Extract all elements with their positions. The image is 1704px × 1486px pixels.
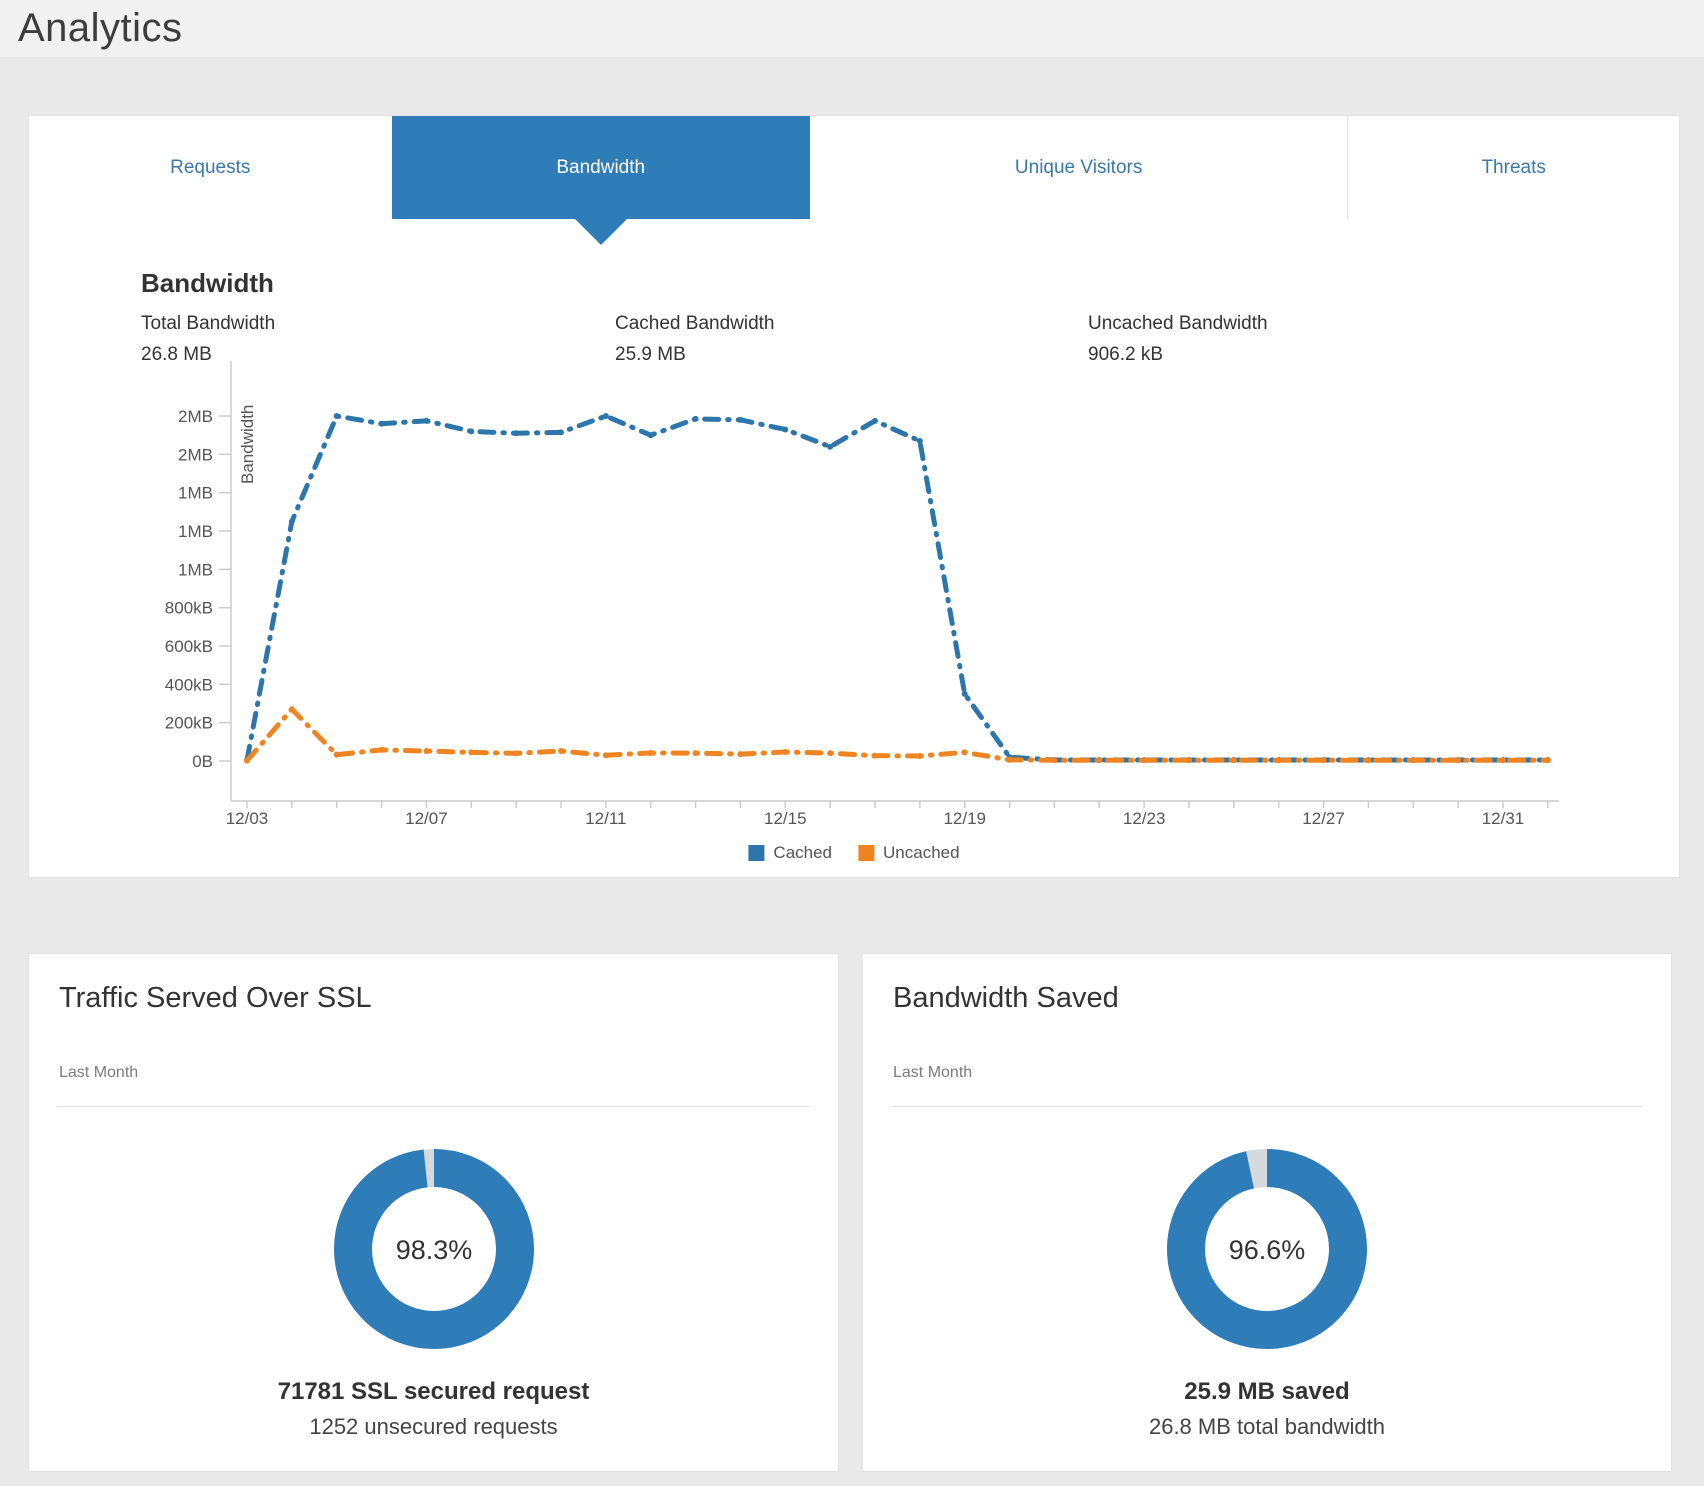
svg-text:1MB: 1MB	[178, 522, 213, 541]
ssl-unsecured-count: 1252 unsecured requests	[309, 1414, 558, 1439]
tab-label: Requests	[170, 156, 251, 178]
svg-text:200kB: 200kB	[165, 714, 213, 733]
svg-text:12/27: 12/27	[1302, 809, 1345, 828]
svg-text:0B: 0B	[192, 752, 213, 771]
svg-text:12/07: 12/07	[405, 809, 448, 828]
ssl-donut-chart: 98.3%	[333, 1149, 534, 1349]
ssl-secured-count: 71781 SSL secured request	[277, 1378, 590, 1405]
svg-text:12/19: 12/19	[943, 809, 986, 828]
tab-bandwidth[interactable]: Bandwidth	[391, 116, 810, 245]
page-title: Analytics	[18, 6, 183, 50]
saved-donut-chart: 96.6%	[1167, 1149, 1367, 1349]
svg-text:1MB: 1MB	[178, 560, 213, 579]
svg-text:600kB: 600kB	[165, 637, 213, 656]
tab-label: Unique Visitors	[1014, 156, 1143, 178]
tab-label: Threats	[1481, 156, 1546, 178]
svg-text:2MB: 2MB	[178, 407, 213, 426]
legend-label: Uncached	[883, 843, 960, 862]
divider	[891, 1106, 1643, 1107]
chart-legend: Cached Uncached	[748, 843, 960, 863]
bandwidth-stat: Uncached Bandwidth 906.2 kB	[1088, 313, 1268, 366]
legend-item-uncached: Uncached	[858, 843, 960, 863]
ssl-card: Traffic Served Over SSL Last Month 98.3%…	[28, 953, 839, 1472]
legend-swatch-icon	[748, 845, 765, 861]
svg-text:12/15: 12/15	[764, 809, 807, 828]
tab-bar: Requests Bandwidth Unique Visitors Threats	[29, 116, 1679, 245]
legend-swatch-icon	[858, 845, 875, 861]
saved-card-title: Bandwidth Saved	[893, 982, 1119, 1014]
page-header: Analytics	[0, 0, 1704, 57]
stat-label: Cached Bandwidth	[615, 313, 775, 334]
saved-card-period: Last Month	[893, 1064, 973, 1081]
svg-text:400kB: 400kB	[165, 675, 213, 694]
ssl-card-period: Last Month	[59, 1064, 139, 1081]
stat-value: 906.2 kB	[1088, 344, 1163, 365]
svg-text:1MB: 1MB	[178, 484, 213, 503]
stat-value: 25.9 MB	[615, 344, 686, 365]
donut-value-arc	[1167, 1149, 1367, 1349]
tab-requests[interactable]: Requests	[29, 116, 392, 219]
legend-item-cached: Cached	[748, 843, 832, 863]
svg-text:800kB: 800kB	[165, 599, 213, 618]
tab-label: Bandwidth	[556, 156, 646, 178]
svg-text:Bandwidth: Bandwidth	[238, 405, 257, 484]
svg-text:2MB: 2MB	[178, 445, 213, 464]
divider	[57, 1106, 810, 1107]
bandwidth-stat: Cached Bandwidth 25.9 MB	[615, 313, 775, 366]
tab-threats[interactable]: Threats	[1348, 116, 1679, 219]
stat-label: Uncached Bandwidth	[1088, 313, 1268, 334]
bandwidth-heading: Bandwidth	[141, 268, 274, 298]
bandwidth-line-chart: 0B 200kB 400kB 600kB 800kB 1MB 1MB 1MB 2MB 2MB Ban…	[165, 361, 1559, 828]
saved-percent-label: 96.6%	[1229, 1235, 1306, 1265]
legend-label: Cached	[773, 843, 833, 862]
svg-text:12/11: 12/11	[585, 809, 626, 828]
svg-text:12/03: 12/03	[226, 809, 269, 828]
tab-unique-visitors[interactable]: Unique Visitors	[810, 116, 1349, 219]
stat-label: Total Bandwidth	[141, 313, 276, 334]
saved-amount: 25.9 MB saved	[1184, 1378, 1350, 1405]
svg-text:12/23: 12/23	[1123, 809, 1166, 828]
donut-value-arc	[333, 1149, 534, 1349]
stat-value: 26.8 MB	[141, 344, 212, 365]
total-bandwidth: 26.8 MB total bandwidth	[1148, 1414, 1386, 1439]
ssl-percent-label: 98.3%	[395, 1235, 472, 1265]
analytics-panel: Requests Bandwidth Unique Visitors Threats …	[28, 115, 1680, 878]
svg-text:12/31: 12/31	[1482, 809, 1525, 828]
bandwidth-stat: Total Bandwidth 26.8 MB	[141, 313, 275, 366]
bandwidth-saved-card: Bandwidth Saved Last Month 96.6% 25.9 MB…	[862, 953, 1672, 1472]
ssl-card-title: Traffic Served Over SSL	[59, 982, 372, 1014]
